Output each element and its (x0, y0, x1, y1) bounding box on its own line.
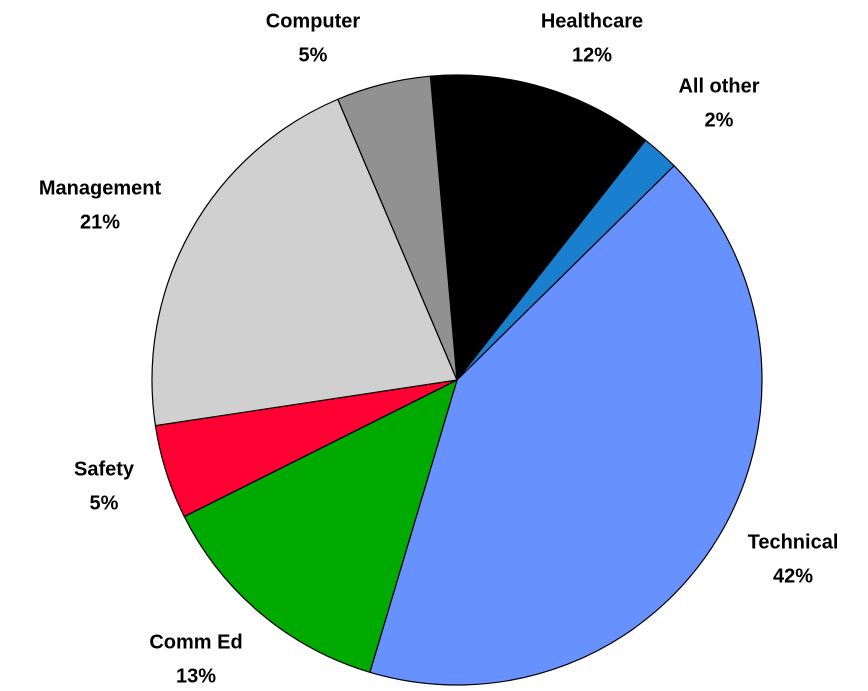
slice-label: Healthcare (541, 10, 643, 32)
slice-value-label: 2% (705, 109, 734, 131)
pie-slice (337, 75, 458, 381)
slice-value-label: 5% (90, 492, 119, 514)
pie-slice (369, 164, 763, 686)
slice-value-label: 13% (176, 665, 216, 687)
slice-label: Safety (74, 458, 135, 480)
slice-label: Technical (748, 531, 839, 553)
slice-value-label: 12% (572, 44, 612, 66)
slice-value-label: 5% (299, 44, 328, 66)
slice-label: Computer (266, 10, 361, 32)
slice-value-label: 42% (773, 565, 813, 587)
pie-slice (183, 378, 458, 674)
pie-slice (429, 74, 647, 382)
slice-label: Comm Ed (149, 631, 242, 653)
pie-slice (151, 98, 458, 427)
slice-label: Management (39, 177, 162, 199)
slice-value-label: 21% (80, 211, 120, 233)
slice-label: All other (678, 75, 759, 97)
